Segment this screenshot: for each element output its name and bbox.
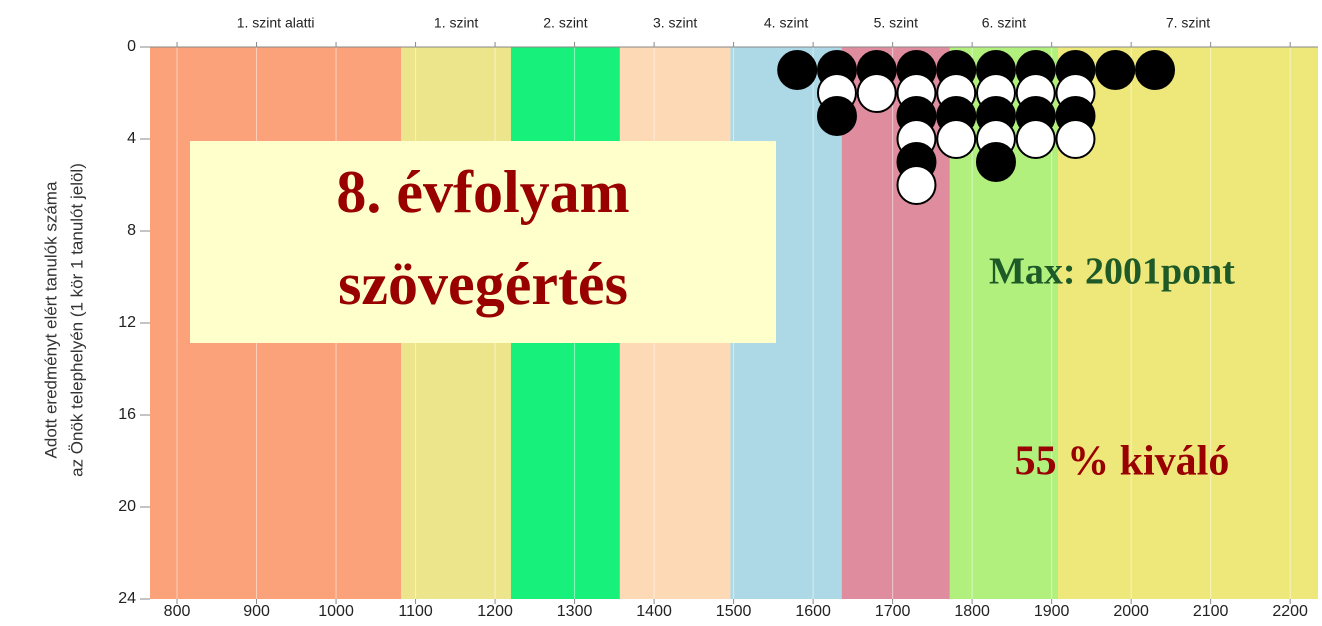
x-tick-label: 900 (243, 603, 270, 620)
level-label: 2. szint (543, 15, 587, 31)
x-tick-label: 1500 (716, 603, 752, 620)
x-tick-label: 800 (164, 603, 191, 620)
student-dot (816, 96, 857, 136)
y-tick-label: 20 (118, 498, 136, 515)
x-tick-label: 1200 (477, 603, 513, 620)
x-tick-label: 1900 (1034, 603, 1070, 620)
y-tick-label: 16 (118, 406, 136, 423)
student-dot (975, 142, 1016, 182)
y-axis-label: az Önök telephelyén (1 kör 1 tanulót jel… (67, 163, 86, 477)
x-tick-label: 1100 (398, 603, 433, 620)
x-tick-label: 2200 (1272, 603, 1308, 620)
x-tick-label: 1400 (636, 603, 672, 620)
dot-column (1135, 50, 1176, 90)
student-dot (1095, 50, 1136, 90)
student-dot (936, 119, 977, 159)
level-label: 1. szint alatti (237, 15, 315, 31)
level-label: 4. szint (764, 15, 808, 31)
title-line: 8. évfolyam (336, 159, 629, 225)
level-label: 5. szint (874, 15, 918, 31)
dot-column (777, 50, 818, 90)
dot-column (1015, 50, 1056, 159)
student-dot (856, 73, 897, 113)
x-tick-label: 2000 (1113, 603, 1149, 620)
dot-column (896, 50, 937, 205)
x-tick-label: 2100 (1193, 603, 1229, 620)
x-tick-label: 1800 (954, 603, 990, 620)
y-tick-label: 24 (118, 590, 136, 607)
student-dot (1135, 50, 1176, 90)
dot-column (1055, 50, 1096, 159)
level-label: 7. szint (1166, 15, 1210, 31)
x-tick-label: 1000 (318, 603, 354, 620)
x-tick-label: 1300 (557, 603, 593, 620)
annotation: 55 % kiváló (1015, 439, 1230, 485)
dots (777, 50, 1176, 205)
student-dot (896, 165, 937, 205)
y-tick-label: 12 (118, 314, 136, 331)
dot-column (936, 50, 977, 159)
level-band (1058, 47, 1318, 599)
student-dot (777, 50, 818, 90)
title-box (190, 141, 776, 343)
dot-column (816, 50, 857, 136)
y-axis-label: Adott eredményt elért tanulók száma (41, 181, 60, 458)
dot-column (975, 50, 1016, 182)
level-label: 3. szint (653, 15, 697, 31)
dot-column (856, 50, 897, 113)
student-dot (1015, 119, 1056, 159)
student-dot (1055, 119, 1096, 159)
y-tick-label: 4 (127, 130, 136, 147)
level-label: 1. szint (434, 15, 478, 31)
y-tick-label: 0 (127, 38, 136, 55)
dot-column (1095, 50, 1136, 90)
x-tick-label: 1700 (875, 603, 911, 620)
level-label: 6. szint (982, 15, 1026, 31)
y-tick-label: 8 (127, 222, 136, 239)
x-tick-label: 1600 (795, 603, 831, 620)
annotation: Max: 2001pont (989, 251, 1235, 293)
title-line: szövegértés (338, 251, 628, 317)
